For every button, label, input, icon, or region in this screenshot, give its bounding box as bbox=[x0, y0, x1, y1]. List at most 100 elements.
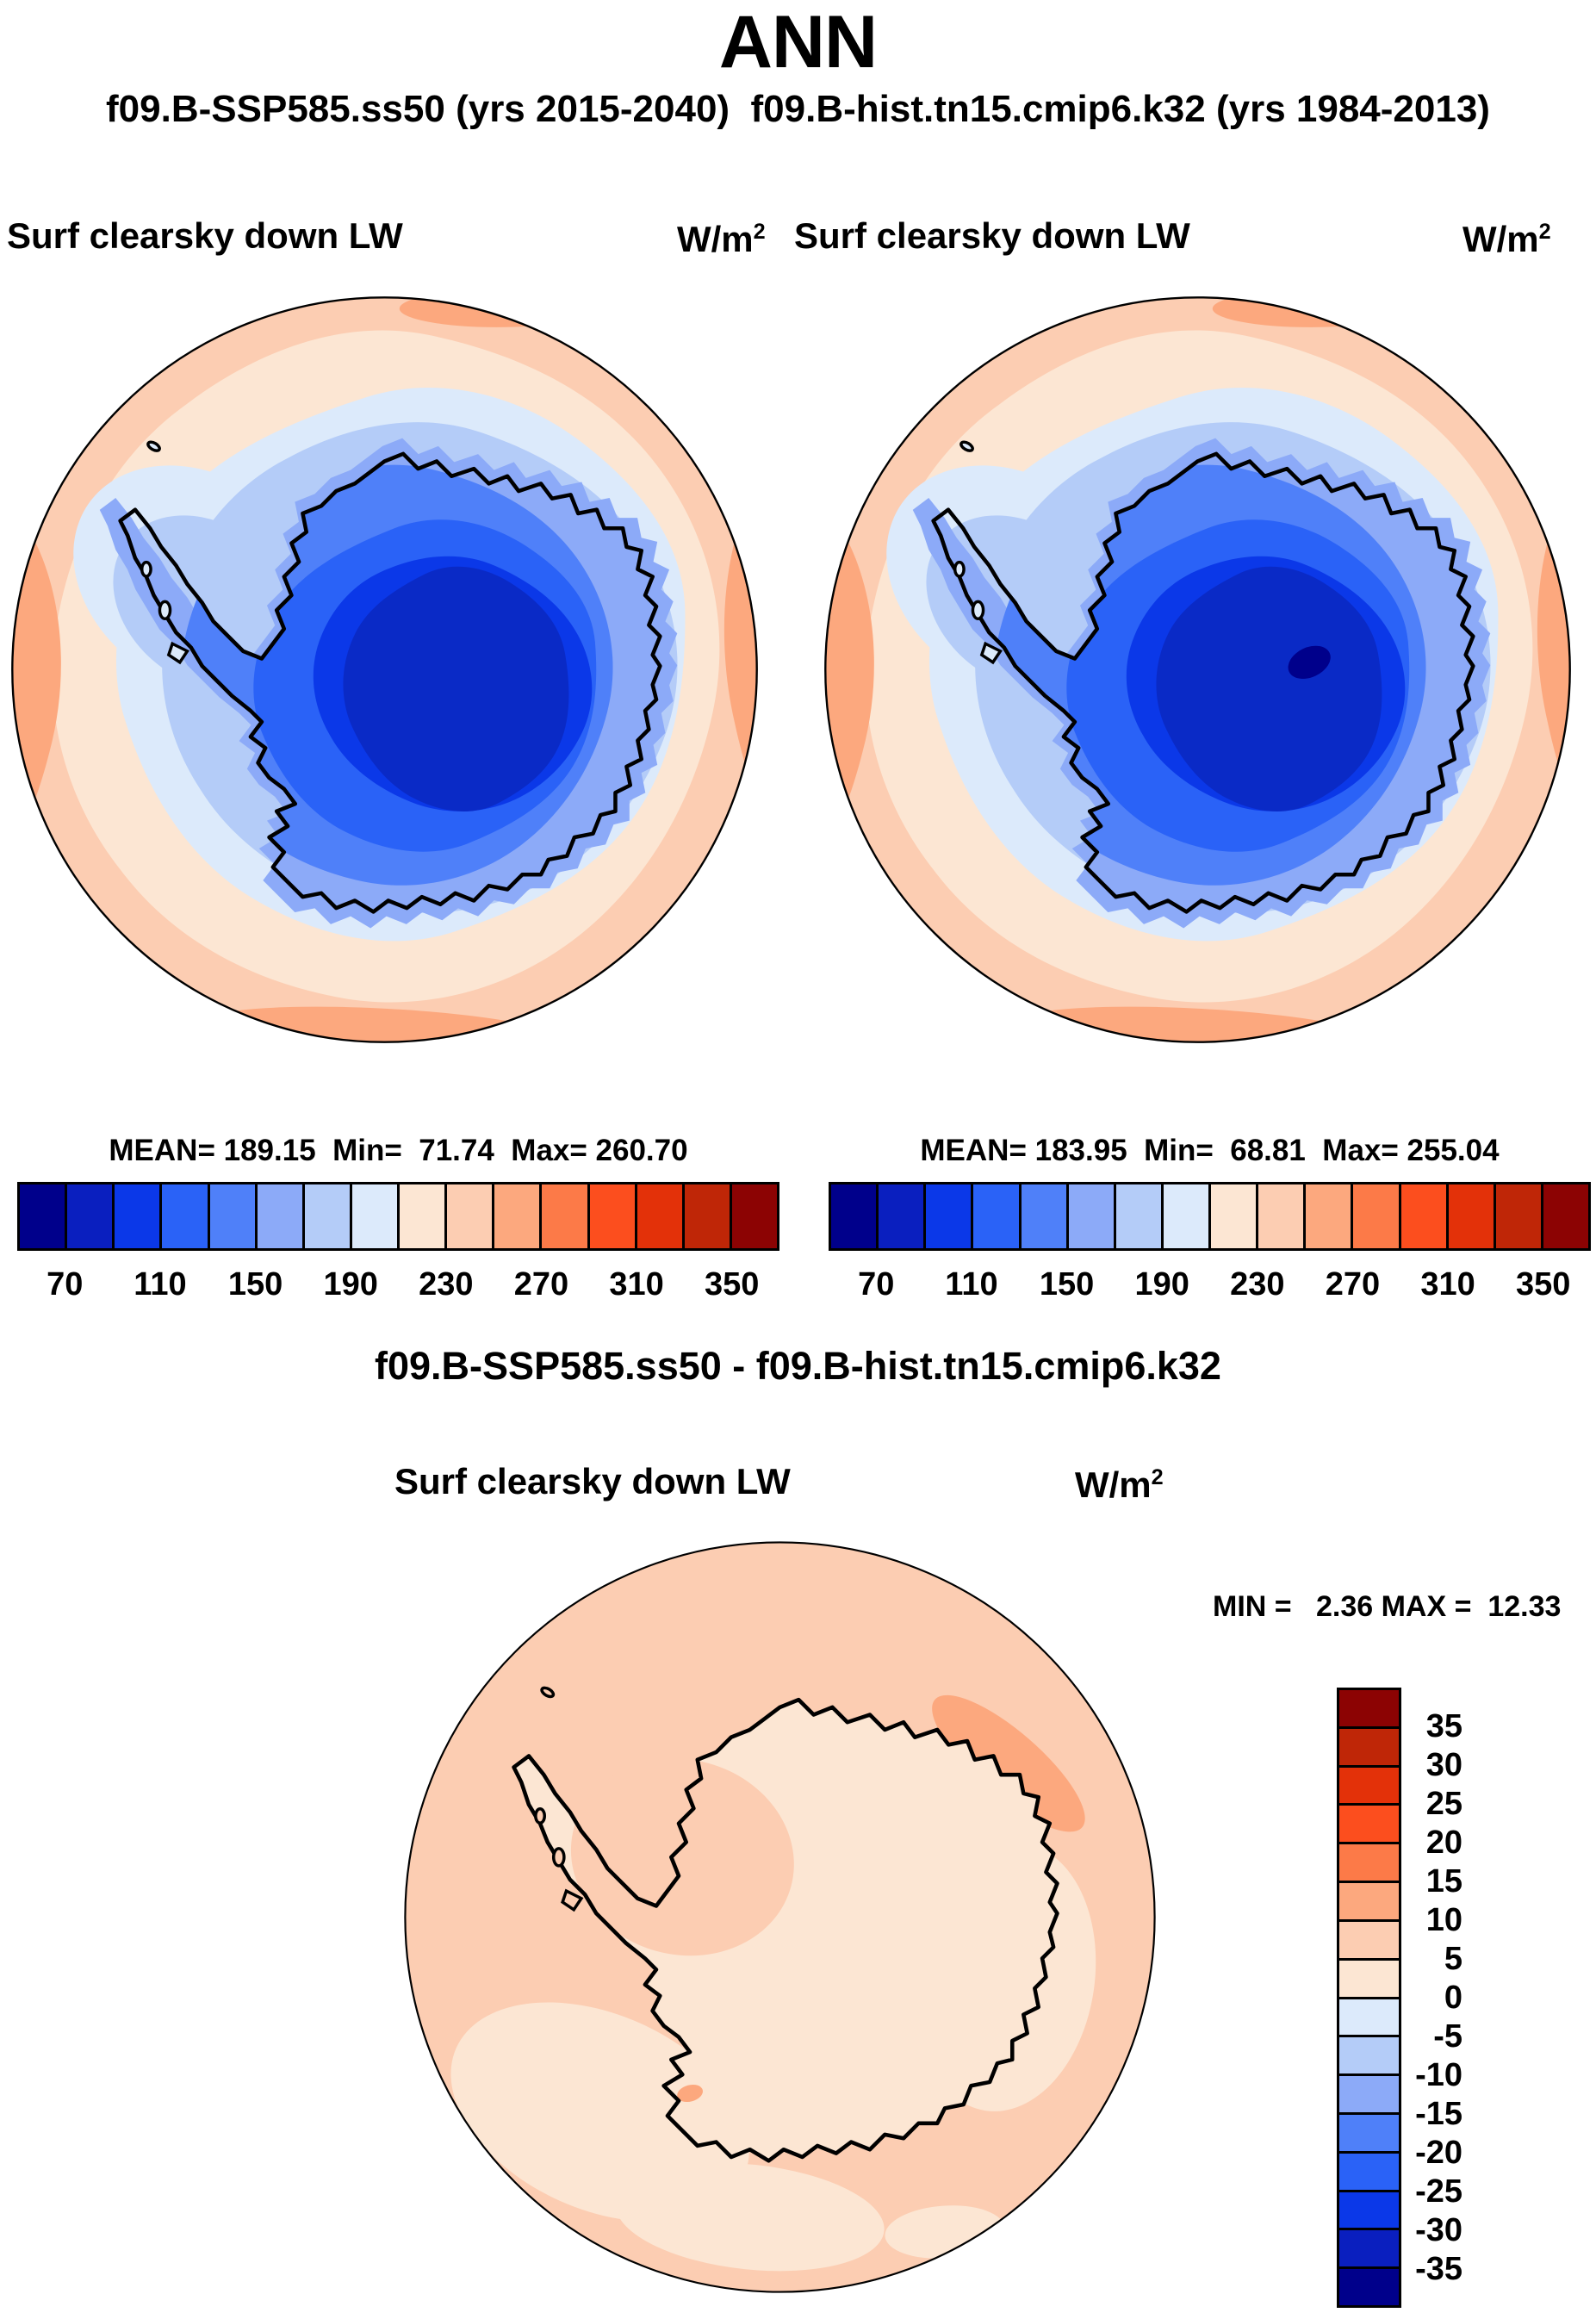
colorbar-tick-label: 350 bbox=[704, 1266, 760, 1302]
colorbar-cell bbox=[1339, 1690, 1399, 1729]
colorbar-tick-label: 5 bbox=[1444, 1941, 1462, 1977]
diff-minmax-line: MIN = 2.36 MAX = 12.33 bbox=[1213, 1590, 1562, 1623]
units-exponent: 2 bbox=[753, 220, 766, 244]
colorbar-cell bbox=[1448, 1184, 1496, 1248]
colorbar-cell bbox=[731, 1184, 777, 1248]
colorbar-tick-label: 0 bbox=[1444, 1980, 1462, 2016]
var-label-case1: Surf clearsky down LW bbox=[7, 215, 403, 256]
colorbar-tick-label: 150 bbox=[227, 1266, 283, 1302]
colorbar-cell bbox=[1339, 1728, 1399, 1768]
colorbar-tick-label: 230 bbox=[419, 1266, 474, 1302]
colorbar-tick-label: -35 bbox=[1415, 2251, 1462, 2287]
colorbar-cell bbox=[1400, 1184, 1449, 1248]
diff-title: f09.B-SSP585.ss50 - f09.B-hist.tn15.cmip… bbox=[375, 1344, 1221, 1388]
units-label-diff: W/m2 bbox=[1075, 1464, 1164, 1506]
colorbar-case1: 70 110 150 190 230 270 310 350 bbox=[17, 1182, 779, 1311]
colorbar-tick-label: 190 bbox=[1134, 1266, 1189, 1302]
colorbar-cell bbox=[1339, 1844, 1399, 1884]
colorbar-cell bbox=[926, 1184, 974, 1248]
colorbar-cell bbox=[1339, 1999, 1399, 2038]
colorbar-cells bbox=[829, 1182, 1591, 1251]
colorbar-ticks: 70 110 150 190 230 270 310 350 bbox=[17, 1251, 779, 1308]
colorbar-tick-label: 110 bbox=[134, 1266, 187, 1302]
colorbar-tick-label: 70 bbox=[858, 1266, 895, 1302]
colorbar-cell bbox=[542, 1184, 590, 1248]
colorbar-tick-label: -10 bbox=[1415, 2057, 1462, 2093]
colorbar-tick-label: -20 bbox=[1415, 2135, 1462, 2171]
colorbar-case2: 70 110 150 190 230 270 310 350 bbox=[829, 1182, 1591, 1311]
colorbar-cell bbox=[20, 1184, 68, 1248]
colorbar-ticks: 70 110 150 190 230 270 310 350 bbox=[829, 1251, 1591, 1308]
units-exponent: 2 bbox=[1151, 1465, 1164, 1489]
colorbar-tick-label: 30 bbox=[1425, 1747, 1462, 1783]
colorbar-tick-label: 110 bbox=[945, 1266, 998, 1302]
colorbar-cell bbox=[1306, 1184, 1354, 1248]
units-base: W/m bbox=[1075, 1464, 1152, 1505]
colorbar-cell bbox=[1339, 1921, 1399, 1961]
map-difference bbox=[390, 1527, 1170, 2307]
colorbar-cell bbox=[1339, 2269, 1399, 2305]
colorbar-cell bbox=[1339, 2114, 1399, 2154]
units-base: W/m bbox=[677, 219, 754, 259]
colorbar-tick-label: -30 bbox=[1415, 2212, 1462, 2248]
min-value-spot bbox=[1288, 645, 1331, 679]
colorbar-tick-label: -25 bbox=[1415, 2173, 1462, 2210]
colorbar-cell bbox=[1495, 1184, 1543, 1248]
colorbar-tick-label: 15 bbox=[1425, 1863, 1462, 1899]
colorbar-cell bbox=[879, 1184, 927, 1248]
colorbar-cell bbox=[1339, 1960, 1399, 1999]
units-label-case1: W/m2 bbox=[677, 219, 766, 260]
colorbar-cell bbox=[1339, 2037, 1399, 2077]
colorbar-cell bbox=[162, 1184, 210, 1248]
diff-colorbar-labels: 35 30 25 20 15 10 5 0 -5 -10 -15 -20 -25 -30 -35 bbox=[1409, 1688, 1462, 2308]
colorbar-cell bbox=[447, 1184, 495, 1248]
var-label-diff: Surf clearsky down LW bbox=[394, 1461, 791, 1501]
colorbar-cell bbox=[684, 1184, 732, 1248]
colorbar-tick-label: 25 bbox=[1425, 1786, 1462, 1822]
colorbar-cell bbox=[257, 1184, 305, 1248]
colorbar-cell bbox=[1339, 1767, 1399, 1806]
colorbar-tick-label: 190 bbox=[323, 1266, 378, 1302]
colorbar-cell bbox=[67, 1184, 115, 1248]
colorbar-cell bbox=[351, 1184, 400, 1248]
colorbar-cell bbox=[115, 1184, 163, 1248]
colorbar-cell bbox=[589, 1184, 637, 1248]
colorbar-tick-label: 350 bbox=[1515, 1266, 1571, 1302]
colorbar-cell bbox=[831, 1184, 879, 1248]
colorbar-cells bbox=[17, 1182, 779, 1251]
colorbar-cell bbox=[1339, 1806, 1399, 1845]
colorbar-tick-label: -15 bbox=[1415, 2096, 1462, 2132]
diff-colorbar bbox=[1337, 1688, 1401, 2308]
colorbar-cell bbox=[1339, 2153, 1399, 2192]
colorbar-tick-label: -5 bbox=[1433, 2018, 1462, 2055]
colorbar-tick-label: 150 bbox=[1039, 1266, 1095, 1302]
colorbar-cell bbox=[1339, 2076, 1399, 2115]
colorbar-cell bbox=[1115, 1184, 1164, 1248]
map-case2-hist bbox=[810, 283, 1585, 1057]
colorbar-tick-label: 10 bbox=[1425, 1902, 1462, 1938]
colorbar-cell bbox=[1211, 1184, 1259, 1248]
colorbar-cell bbox=[1339, 1883, 1399, 1922]
colorbar-cell bbox=[637, 1184, 685, 1248]
colorbar-tick-label: 230 bbox=[1230, 1266, 1285, 1302]
colorbar-cell bbox=[494, 1184, 543, 1248]
units-exponent: 2 bbox=[1538, 220, 1551, 244]
colorbar-tick-label: 310 bbox=[609, 1266, 664, 1302]
stats-line-case2: MEAN= 183.95 Min= 68.81 Max= 255.04 bbox=[920, 1134, 1500, 1167]
colorbar-cell bbox=[1258, 1184, 1307, 1248]
page-subtitle: f09.B-SSP585.ss50 (yrs 2015-2040) f09.B-… bbox=[106, 88, 1490, 130]
colorbar-cell bbox=[1353, 1184, 1401, 1248]
colorbar-cell bbox=[400, 1184, 448, 1248]
colorbar-cell bbox=[209, 1184, 258, 1248]
colorbar-cell bbox=[1339, 2192, 1399, 2231]
stats-line-case1: MEAN= 189.15 Min= 71.74 Max= 260.70 bbox=[109, 1134, 688, 1167]
colorbar-cell bbox=[1163, 1184, 1211, 1248]
colorbar-cell bbox=[973, 1184, 1022, 1248]
page-title: ANN bbox=[718, 1, 878, 84]
colorbar-tick-label: 35 bbox=[1425, 1708, 1462, 1744]
colorbar-tick-label: 20 bbox=[1425, 1825, 1462, 1861]
colorbar-tick-label: 310 bbox=[1420, 1266, 1475, 1302]
colorbar-cell bbox=[1339, 2230, 1399, 2270]
var-label-case2: Surf clearsky down LW bbox=[794, 215, 1190, 256]
